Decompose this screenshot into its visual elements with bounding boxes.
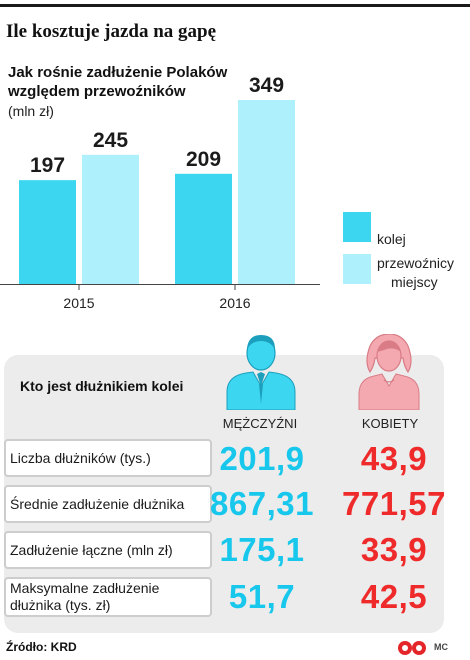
pap-logo-icon: [398, 641, 426, 655]
legend-label-kolej: kolej: [377, 231, 406, 247]
bar-value-label: 209: [186, 148, 221, 171]
column-header-women: KOBIETY: [361, 416, 419, 431]
value-men: 867,31: [210, 485, 314, 522]
bar-chart: 197 245 2015 209 349 2016: [0, 74, 320, 311]
value-women: 771,57: [342, 485, 446, 522]
bar: [238, 100, 295, 284]
column-header-men: MĘŻCZYŹNI: [222, 416, 298, 431]
chart-title: Jak rośnie zadłużenie Polaków względem p…: [8, 64, 228, 100]
bar: [19, 180, 76, 284]
row-label: Średnie zadłużenie dłużnika: [10, 496, 185, 512]
page-title: Ile kosztuje jazda na gapę: [6, 21, 217, 42]
bar-value-label: 349: [249, 74, 284, 97]
x-tick-label: 2016: [219, 295, 250, 311]
table-row: [4, 439, 212, 477]
bar: [175, 173, 232, 284]
woman-icon: [358, 334, 420, 410]
legend-label-przewoznicy-line2: miejscy: [391, 274, 438, 290]
legend-label-przewoznicy-line1: przewoźnicy: [377, 255, 455, 271]
woman-icon-body: [358, 373, 420, 410]
table-row: [4, 531, 212, 569]
value-men: 175,1: [219, 531, 305, 568]
table-heading: Kto jest dłużnikiem kolei: [20, 378, 184, 394]
value-men: 51,7: [228, 578, 296, 615]
bar-value-label: 197: [30, 154, 65, 177]
legend-label-przewoznicy: przewoźnicy miejscy: [377, 254, 454, 292]
value-men: 201,9: [219, 440, 305, 477]
chart-unit: (mln zł): [8, 103, 54, 119]
legend-swatch-kolej: [343, 212, 371, 242]
row-label: Liczba dłużników (tys.): [10, 450, 151, 466]
value-women: 43,9: [360, 440, 428, 477]
author-initials: MC: [434, 642, 448, 652]
top-rule: [0, 4, 470, 7]
table-row: [4, 485, 212, 523]
source-note: Źródło: KRD: [6, 640, 77, 654]
bar-value-label: 245: [93, 129, 128, 152]
legend-swatch-przewoznicy: [343, 254, 371, 284]
value-women: 42,5: [360, 578, 428, 615]
row-label: Zadłużenie łączne (mln zł): [10, 542, 173, 558]
row-label: Maksymalne zadłużenie dłużnika (tys. zł): [10, 580, 160, 613]
value-women: 33,9: [360, 531, 428, 568]
man-icon: [226, 335, 296, 410]
bar: [82, 154, 139, 284]
table-row: [4, 577, 212, 617]
x-tick-label: 2015: [63, 295, 94, 311]
